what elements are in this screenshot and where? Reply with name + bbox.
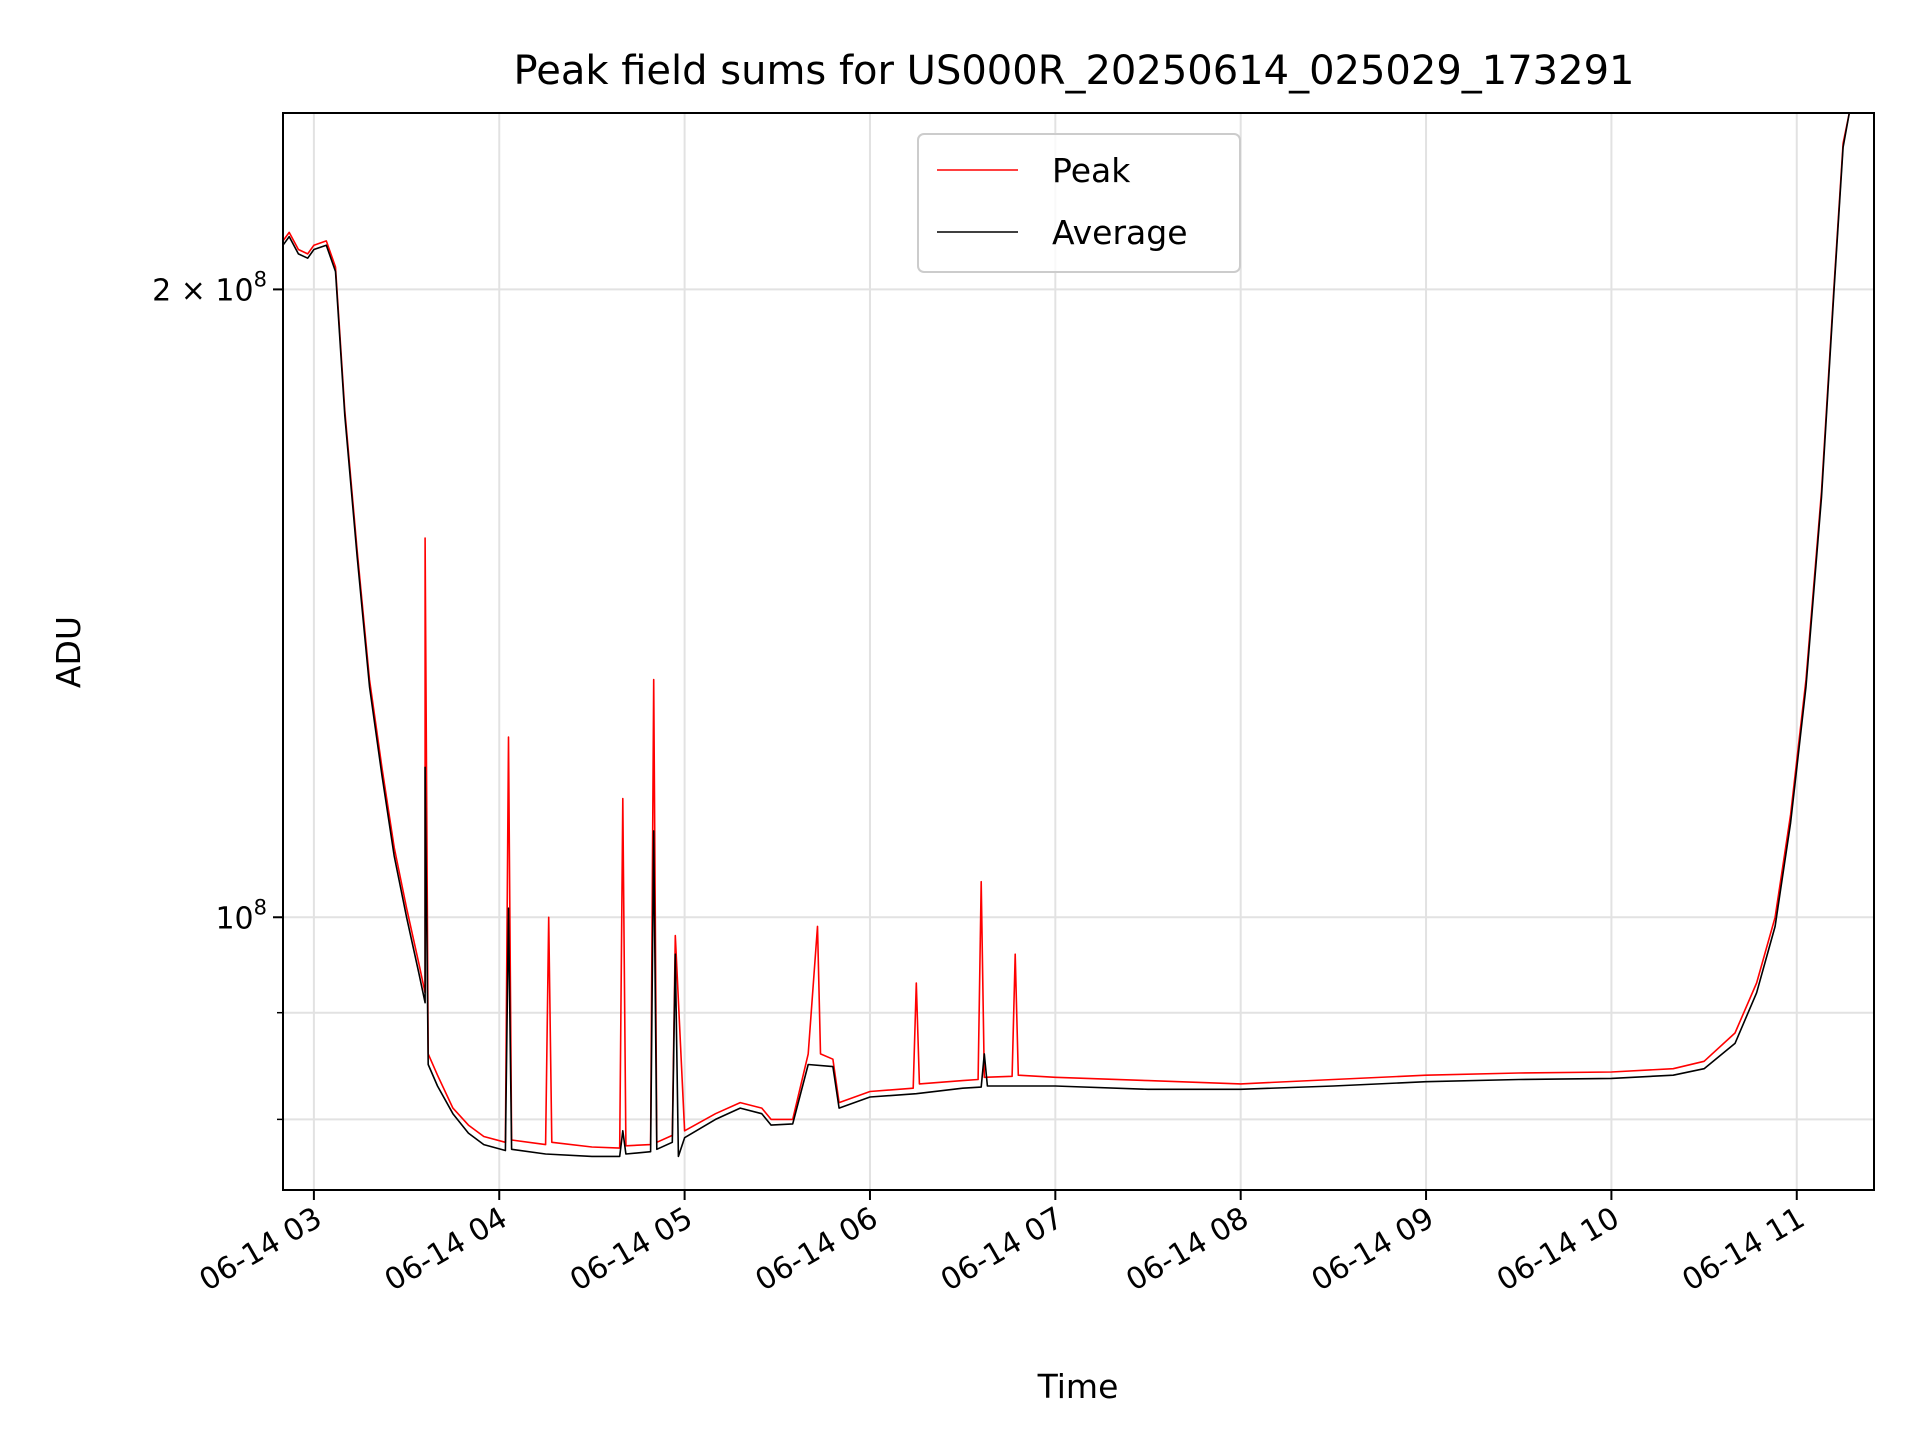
plot-area (283, 113, 1874, 1158)
legend-label-average: Average (1052, 213, 1188, 252)
series-line-peak (283, 113, 1874, 1149)
y-tick-label: 108 (215, 895, 267, 936)
chart-title: Peak field sums for US000R_20250614_0250… (514, 48, 1635, 94)
legend: Peak Average (917, 133, 1241, 273)
x-axis-label: Time (1037, 1367, 1119, 1406)
series-line-average (283, 113, 1874, 1158)
axes-frame (282, 112, 1875, 1191)
y-tick-label: 2 × 108 (152, 267, 267, 308)
legend-label-peak: Peak (1052, 151, 1131, 190)
y-axis: 108 2 × 108 (152, 267, 283, 1121)
y-axis-label: ADU (49, 616, 88, 688)
grid (283, 113, 1874, 1190)
legend-box (917, 133, 1241, 273)
